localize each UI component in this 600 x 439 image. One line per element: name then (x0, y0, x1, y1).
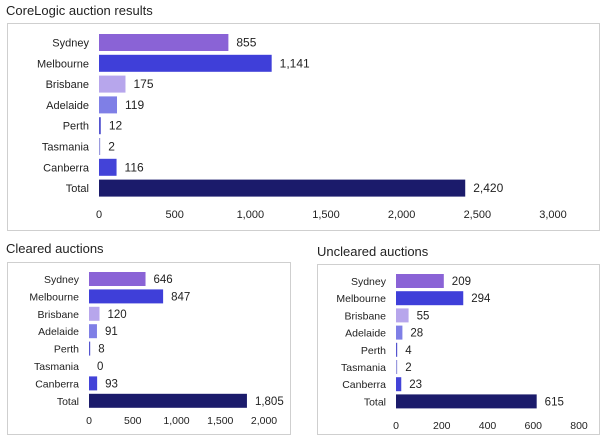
bar-melbourne (396, 291, 464, 306)
bar-canberra (396, 377, 402, 392)
value-label-brisbane: 175 (133, 77, 153, 91)
value-label-canberra: 116 (125, 160, 144, 174)
value-label-brisbane: 55 (417, 310, 430, 322)
bar-sydney (396, 274, 444, 288)
cleared-auctions-chart: Sydney 646 Melbourne 847 Brisbane 120 Adelaide… (29, 272, 284, 427)
value-label-perth: 4 (405, 345, 412, 357)
category-label-perth: Perth (361, 345, 386, 357)
x-tick-label: 800 (570, 420, 588, 432)
value-label-total: 1,805 (255, 396, 284, 408)
category-label-brisbane: Brisbane (345, 310, 387, 322)
category-label-perth: Perth (54, 344, 79, 356)
category-label-tasmania: Tasmania (341, 362, 386, 374)
category-label-sydney: Sydney (44, 274, 80, 286)
bar-perth (99, 117, 101, 135)
bar-brisbane (99, 75, 126, 93)
x-tick-label: 3,000 (539, 209, 567, 221)
value-label-canberra: 93 (105, 378, 118, 390)
x-tick-label: 2,500 (464, 209, 492, 221)
x-tick-label: 400 (479, 420, 497, 432)
category-label-perth: Perth (63, 121, 89, 133)
value-label-perth: 12 (109, 119, 123, 133)
value-label-sydney: 209 (452, 276, 471, 288)
value-label-adelaide: 91 (105, 326, 118, 338)
value-label-adelaide: 119 (125, 98, 144, 112)
value-label-melbourne: 294 (471, 293, 491, 305)
bar-sydney (99, 34, 229, 51)
value-label-tasmania: 2 (108, 140, 115, 154)
x-tick-label: 500 (124, 415, 142, 427)
bar-tasmania (396, 360, 398, 374)
x-tick-label: 2,000 (251, 415, 277, 427)
value-label-tasmania: 0 (97, 361, 103, 373)
category-label-melbourne: Melbourne (336, 293, 386, 305)
value-label-adelaide: 28 (410, 328, 423, 340)
category-label-total: Total (364, 396, 386, 408)
value-label-canberra: 23 (409, 379, 422, 391)
chart-panel: Sydney 209 Melbourne 294 Brisbane 55 Adelaide 2… (317, 264, 600, 435)
category-label-adelaide: Adelaide (38, 326, 79, 338)
category-label-total: Total (66, 183, 89, 195)
chart-title: Uncleared auctions (317, 244, 429, 259)
category-label-melbourne: Melbourne (37, 58, 89, 70)
x-tick-label: 1,000 (163, 415, 189, 427)
bar-brisbane (396, 308, 409, 323)
category-label-sydney: Sydney (351, 276, 387, 288)
uncleared-auctions-chart: Sydney 209 Melbourne 294 Brisbane 55 Adelaide 2… (336, 274, 588, 432)
x-tick-label: 2,000 (388, 209, 416, 221)
category-label-total: Total (57, 396, 79, 408)
value-label-total: 2,420 (473, 181, 503, 195)
bar-brisbane (89, 306, 100, 321)
value-label-perth: 8 (98, 344, 104, 356)
category-label-canberra: Canberra (342, 379, 386, 391)
x-tick-label: 200 (433, 420, 451, 432)
bar-total (396, 394, 537, 409)
value-label-melbourne: 1,141 (280, 56, 310, 70)
category-label-canberra: Canberra (43, 162, 90, 174)
x-tick-label: 1,000 (237, 209, 265, 221)
bar-perth (89, 341, 91, 356)
bar-adelaide (396, 325, 403, 340)
x-tick-label: 600 (524, 420, 542, 432)
bar-tasmania (99, 138, 101, 155)
category-label-tasmania: Tasmania (42, 142, 90, 154)
value-label-sydney: 646 (154, 274, 173, 286)
category-label-canberra: Canberra (35, 378, 79, 390)
category-label-tasmania: Tasmania (34, 361, 79, 373)
bar-melbourne (99, 54, 272, 72)
category-label-adelaide: Adelaide (46, 100, 89, 112)
bar-melbourne (89, 289, 164, 304)
bar-sydney (89, 272, 146, 286)
bar-total (99, 179, 466, 197)
category-label-brisbane: Brisbane (46, 79, 89, 91)
chart-title: CoreLogic auction results (6, 3, 153, 18)
x-tick-label: 0 (86, 415, 92, 427)
bar-adelaide (99, 96, 118, 114)
x-tick-label: 1,500 (207, 415, 233, 427)
bar-canberra (99, 158, 117, 176)
value-label-melbourne: 847 (171, 291, 190, 303)
value-label-total: 615 (545, 396, 564, 408)
category-label-melbourne: Melbourne (29, 291, 79, 303)
x-tick-label: 0 (393, 420, 399, 432)
value-label-sydney: 855 (236, 36, 256, 50)
chart-title: Cleared auctions (6, 241, 104, 256)
bar-canberra (89, 376, 98, 391)
x-tick-label: 0 (96, 209, 102, 221)
x-tick-label: 500 (165, 209, 183, 221)
x-tick-label: 1,500 (312, 209, 340, 221)
chart-panel: Sydney 855 Melbourne 1,141 Brisbane 175 Adelai… (7, 23, 600, 231)
bar-perth (396, 342, 398, 357)
bar-adelaide (89, 324, 97, 339)
value-label-tasmania: 2 (405, 362, 411, 374)
category-label-adelaide: Adelaide (345, 328, 386, 340)
category-label-sydney: Sydney (52, 38, 89, 50)
value-label-brisbane: 120 (108, 309, 127, 321)
chart-panel: Sydney 646 Melbourne 847 Brisbane 120 Adelaide… (7, 262, 291, 435)
category-label-brisbane: Brisbane (38, 309, 80, 321)
auction-results-chart: Sydney 855 Melbourne 1,141 Brisbane 175 Adelai… (37, 34, 567, 221)
bar-total (89, 393, 247, 408)
